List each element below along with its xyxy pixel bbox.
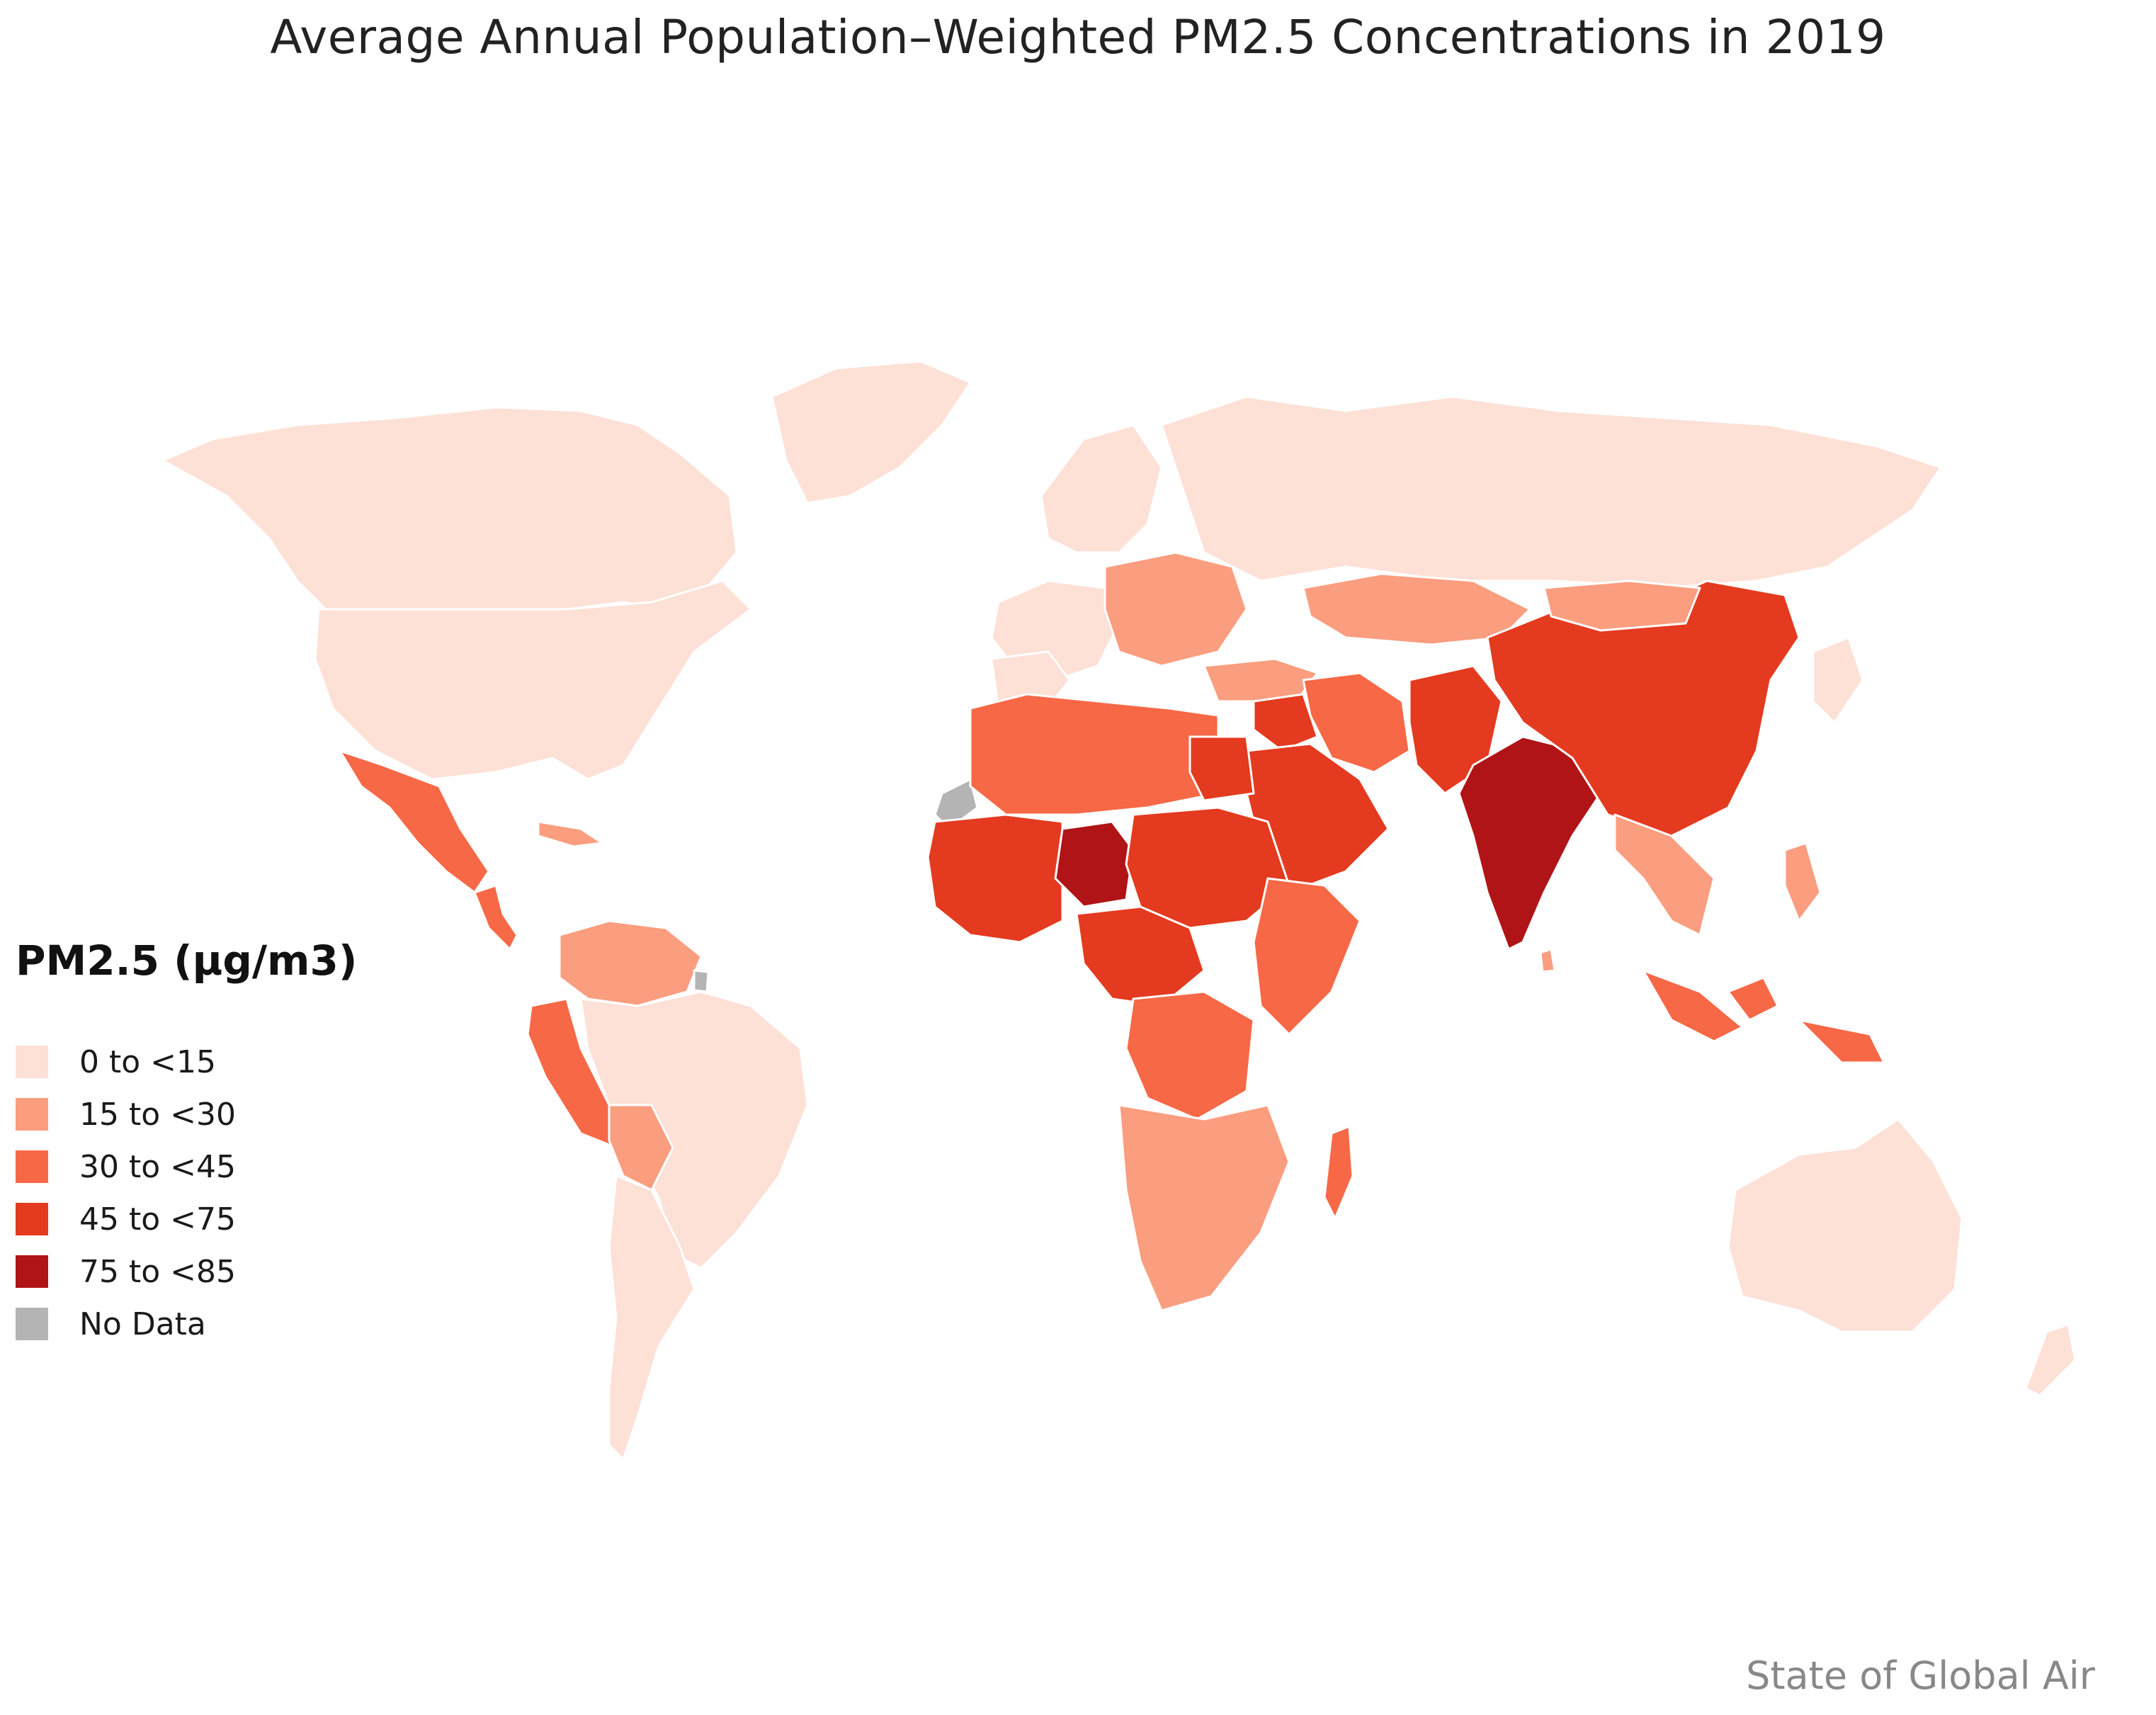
region-canada — [161, 406, 738, 618]
legend-swatch — [16, 1255, 48, 1288]
region-southern-cone — [608, 1175, 696, 1461]
legend-label: 45 to <75 — [79, 1201, 236, 1238]
region-northern-south-america — [558, 919, 703, 1007]
region-french-guiana — [693, 969, 710, 993]
region-sri-lanka — [1539, 948, 1556, 973]
region-australia — [1727, 1118, 1963, 1333]
region-greenland — [771, 360, 972, 504]
legend-title: PM2.5 (µg/m3) — [16, 936, 358, 985]
legend-item: 15 to <30 — [16, 1088, 357, 1140]
region-west-africa — [926, 813, 1064, 944]
region-east-africa — [1252, 877, 1361, 1036]
legend-swatch — [16, 1046, 48, 1078]
region-madagascar — [1323, 1125, 1354, 1220]
region-central-eastern-europe — [1103, 551, 1248, 667]
region-scandinavia — [1040, 424, 1163, 554]
region-japan-korea — [1812, 636, 1864, 724]
legend-swatch — [16, 1203, 48, 1235]
region-southern-africa — [1118, 1104, 1290, 1312]
region-philippines — [1783, 842, 1822, 922]
legend-item: 45 to <75 — [16, 1193, 357, 1245]
region-usa — [314, 579, 752, 781]
legend-swatch — [16, 1098, 48, 1131]
region-caribbean — [537, 820, 603, 848]
region-mongolia — [1543, 579, 1701, 632]
region-central-africa — [1075, 905, 1205, 1007]
region-iran — [1302, 672, 1411, 774]
legend-label: 75 to <85 — [79, 1253, 236, 1290]
region-iraq — [1252, 693, 1319, 752]
legend-item: 0 to <15 — [16, 1036, 357, 1088]
region-north-africa — [969, 693, 1220, 816]
region-russia — [1160, 395, 1942, 589]
region-congo-basin — [1125, 990, 1255, 1121]
legend-swatch — [16, 1308, 48, 1340]
legend-label: 30 to <45 — [79, 1148, 236, 1185]
map-title: Average Annual Population–Weighted PM2.5… — [270, 10, 1886, 64]
legend-label: No Data — [79, 1306, 206, 1342]
legend-item: 75 to <85 — [16, 1245, 357, 1298]
legend-label: 0 to <15 — [79, 1043, 216, 1080]
legend-label: 15 to <30 — [79, 1096, 236, 1133]
region-central-america — [473, 884, 518, 951]
region-chad-sudan — [1125, 806, 1290, 929]
region-southeast-asia — [1613, 813, 1715, 936]
region-egypt — [1188, 735, 1255, 802]
legend-item: 30 to <45 — [16, 1140, 357, 1193]
region-arabian-peninsula — [1245, 742, 1390, 894]
legend: PM2.5 (µg/m3) 0 to <15 15 to <30 30 to <… — [16, 936, 357, 1350]
region-indonesia — [1642, 969, 1885, 1064]
legend-swatch — [16, 1150, 48, 1183]
legend-item: No Data — [16, 1298, 357, 1350]
source-credit: State of Global Air — [1746, 1653, 2095, 1698]
region-new-zealand — [2024, 1323, 2077, 1397]
region-niger — [1054, 820, 1135, 908]
